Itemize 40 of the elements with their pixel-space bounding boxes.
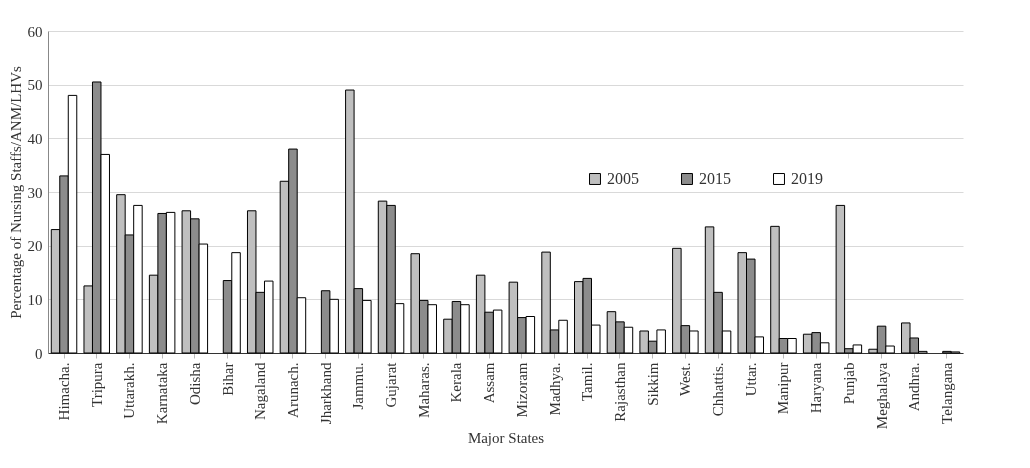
- x-tick-label: Telangana: [938, 362, 955, 424]
- legend-label: 2015: [699, 170, 731, 187]
- x-tick-label: Meghalaya: [873, 362, 890, 430]
- x-tick-label: Punjab: [840, 362, 857, 405]
- x-tick-label: Manipur: [775, 362, 792, 415]
- x-tick-label: Madhya.: [546, 362, 563, 416]
- x-tick-label: Sikkim: [644, 362, 661, 406]
- x-tick-label: Arunach.: [284, 362, 301, 418]
- x-tick-label: Haryana: [808, 362, 825, 414]
- legend-label: 2019: [791, 170, 823, 187]
- legend-label: 2005: [607, 170, 639, 187]
- x-tick-label: Bihar: [219, 362, 236, 396]
- x-tick-label: Tripura: [88, 362, 105, 407]
- x-tick-label: Jharkhand: [317, 362, 334, 425]
- y-tick-label: 0: [35, 345, 43, 362]
- x-tick-label: Odisha: [186, 362, 203, 405]
- x-tick-label: West.: [677, 362, 694, 396]
- x-tick-label: Kerala: [448, 362, 465, 403]
- x-tick-label: Karnataka: [154, 362, 171, 425]
- x-tick-label: Gujarat: [383, 361, 400, 408]
- x-tick-label: Mizoram: [513, 362, 530, 418]
- x-tick-label: Assam: [481, 362, 498, 404]
- y-axis-title: Percentage of Nursing Staffs/ANM/LHVs: [7, 66, 24, 319]
- x-tick-label: Nagaland: [252, 362, 269, 420]
- x-tick-label: Tamil.: [579, 362, 596, 402]
- x-axis-title: Major States: [467, 430, 545, 447]
- x-tick-label: Rajasthan: [611, 362, 628, 422]
- x-tick-label: Himacha.: [56, 362, 73, 421]
- y-tick-label: 10: [27, 291, 43, 308]
- y-tick-label: 50: [27, 77, 43, 94]
- x-tick-label: Maharas.: [415, 362, 432, 418]
- x-tick-label: Uttar.: [742, 362, 759, 397]
- y-tick-label: 60: [27, 23, 43, 40]
- y-tick-label: 30: [27, 184, 43, 201]
- x-tick-label: Chhattis.: [710, 362, 727, 417]
- x-tick-label: Jammu.: [350, 362, 367, 410]
- y-tick-label: 40: [27, 130, 43, 147]
- y-tick-label: 20: [27, 238, 43, 255]
- x-tick-label: Andhra.: [906, 362, 923, 412]
- x-tick-label: Uttarakh.: [121, 362, 138, 419]
